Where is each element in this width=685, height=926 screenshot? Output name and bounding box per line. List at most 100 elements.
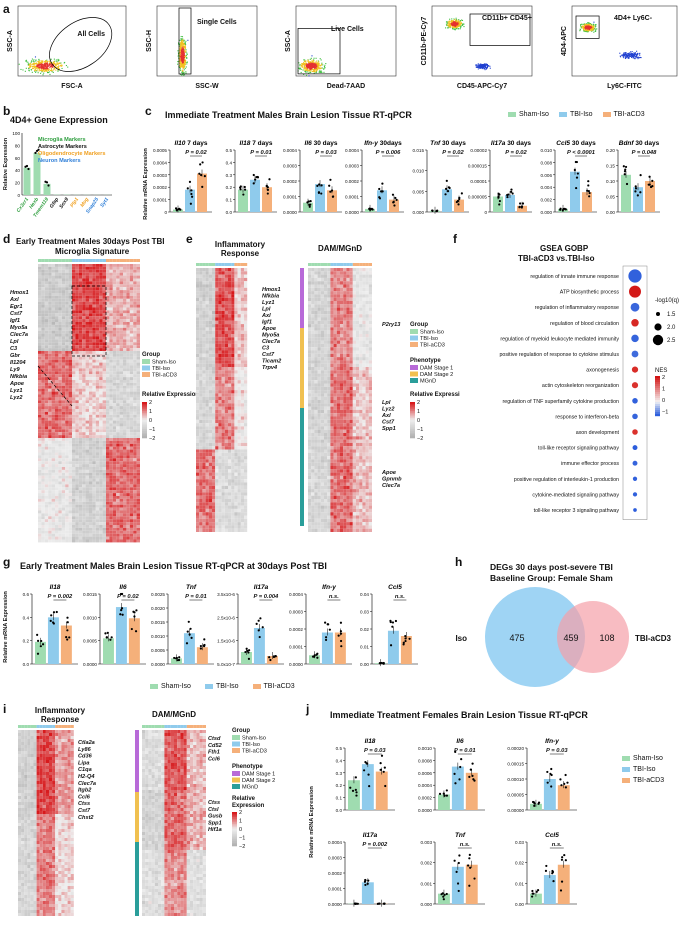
- flow-event: [46, 70, 48, 72]
- heat-cell: [48, 380, 52, 383]
- heat-cell: [102, 397, 106, 401]
- heat-cell: [89, 414, 93, 418]
- heat-cell: [72, 388, 76, 392]
- heat-cell: [38, 304, 42, 308]
- heat-cell: [89, 365, 93, 369]
- heat-cell: [61, 345, 66, 349]
- flow-event: [183, 74, 185, 76]
- heat-cell: [44, 284, 49, 288]
- heat-cell: [51, 411, 55, 415]
- heat-cell: [72, 382, 76, 386]
- heat-cell: [85, 469, 89, 473]
- flow-event: [44, 69, 46, 71]
- heat-cell: [48, 368, 52, 372]
- heat-cell: [95, 371, 100, 375]
- flow-event: [43, 70, 46, 72]
- heat-cell: [78, 397, 83, 401]
- heat-cell: [51, 278, 55, 282]
- heat-cell: [89, 429, 93, 433]
- heat-cell: [89, 461, 93, 465]
- heat-cell: [65, 322, 69, 325]
- heat-cell: [44, 440, 49, 444]
- heat-cell: [55, 365, 59, 369]
- flow-event: [632, 53, 634, 55]
- flow-event: [35, 71, 37, 73]
- heat-cell: [123, 284, 127, 288]
- flow-event: [182, 60, 184, 62]
- flow-event: [316, 69, 318, 71]
- heat-cell: [102, 481, 106, 485]
- flow-event: [476, 64, 478, 66]
- heat-cell: [51, 353, 55, 357]
- heat-cell: [95, 481, 100, 485]
- heat-cell: [119, 327, 123, 331]
- heat-cell: [65, 406, 69, 409]
- heat-cell: [106, 287, 110, 291]
- flow-event: [456, 22, 458, 24]
- flow-event: [479, 67, 481, 69]
- flow-event: [181, 38, 183, 40]
- heat-cell: [75, 298, 79, 302]
- flow-event: [183, 53, 185, 55]
- flow-event: [596, 28, 598, 30]
- heat-cell: [99, 490, 103, 494]
- heat-cell: [61, 380, 66, 383]
- heat-cell: [58, 356, 62, 360]
- heat-cell: [58, 475, 62, 479]
- heat-cell: [119, 475, 123, 479]
- heat-cell: [82, 388, 86, 392]
- heat-cell: [85, 429, 89, 433]
- heat-cell: [68, 298, 72, 302]
- flow-event: [633, 54, 636, 56]
- heat-cell: [112, 467, 117, 470]
- heat-cell: [51, 429, 55, 433]
- heat-cell: [129, 417, 134, 421]
- heat-cell: [126, 487, 130, 491]
- heat-cell: [72, 281, 76, 285]
- heat-cell: [65, 287, 69, 291]
- heat-cell: [95, 464, 100, 467]
- heatmap-d: [38, 259, 140, 543]
- heat-cell: [51, 310, 55, 314]
- flow-event: [584, 24, 586, 27]
- heat-cell: [116, 284, 120, 288]
- heat-cell: [75, 406, 79, 409]
- heat-cell: [106, 316, 110, 320]
- flow-event: [180, 49, 182, 51]
- data-point: [588, 191, 591, 195]
- flow-event: [30, 68, 32, 71]
- heat-cell: [129, 449, 134, 453]
- heat-cell: [123, 377, 127, 380]
- flow-event: [30, 65, 32, 67]
- heat-cell: [78, 467, 83, 470]
- data-point: [395, 198, 398, 201]
- flow-event: [634, 53, 636, 55]
- heat-cell: [75, 287, 79, 291]
- heat-cell: [136, 310, 140, 314]
- heat-cell: [89, 368, 93, 372]
- heat-cell: [85, 301, 89, 305]
- heat-cell: [78, 371, 83, 375]
- group-bar-cell: [75, 259, 79, 262]
- flow-event: [587, 30, 589, 32]
- heat-cell: [92, 458, 96, 462]
- heat-cell: [95, 351, 100, 354]
- heat-cell: [119, 290, 123, 293]
- heat-cell: [92, 493, 96, 496]
- heat-cell: [72, 417, 76, 421]
- heat-cell: [109, 319, 113, 322]
- data-point: [518, 206, 521, 209]
- data-point: [622, 165, 625, 168]
- heat-cell: [48, 293, 52, 296]
- heat-cell: [68, 333, 72, 337]
- heat-cell: [99, 348, 103, 351]
- heat-cell: [75, 400, 79, 404]
- heat-cell: [123, 449, 127, 453]
- heat-cell: [41, 287, 45, 291]
- heat-cell: [68, 458, 72, 462]
- heat-cell: [89, 336, 93, 340]
- heat-cell: [112, 394, 117, 398]
- heat-cell: [92, 440, 96, 444]
- flow-event: [461, 23, 463, 25]
